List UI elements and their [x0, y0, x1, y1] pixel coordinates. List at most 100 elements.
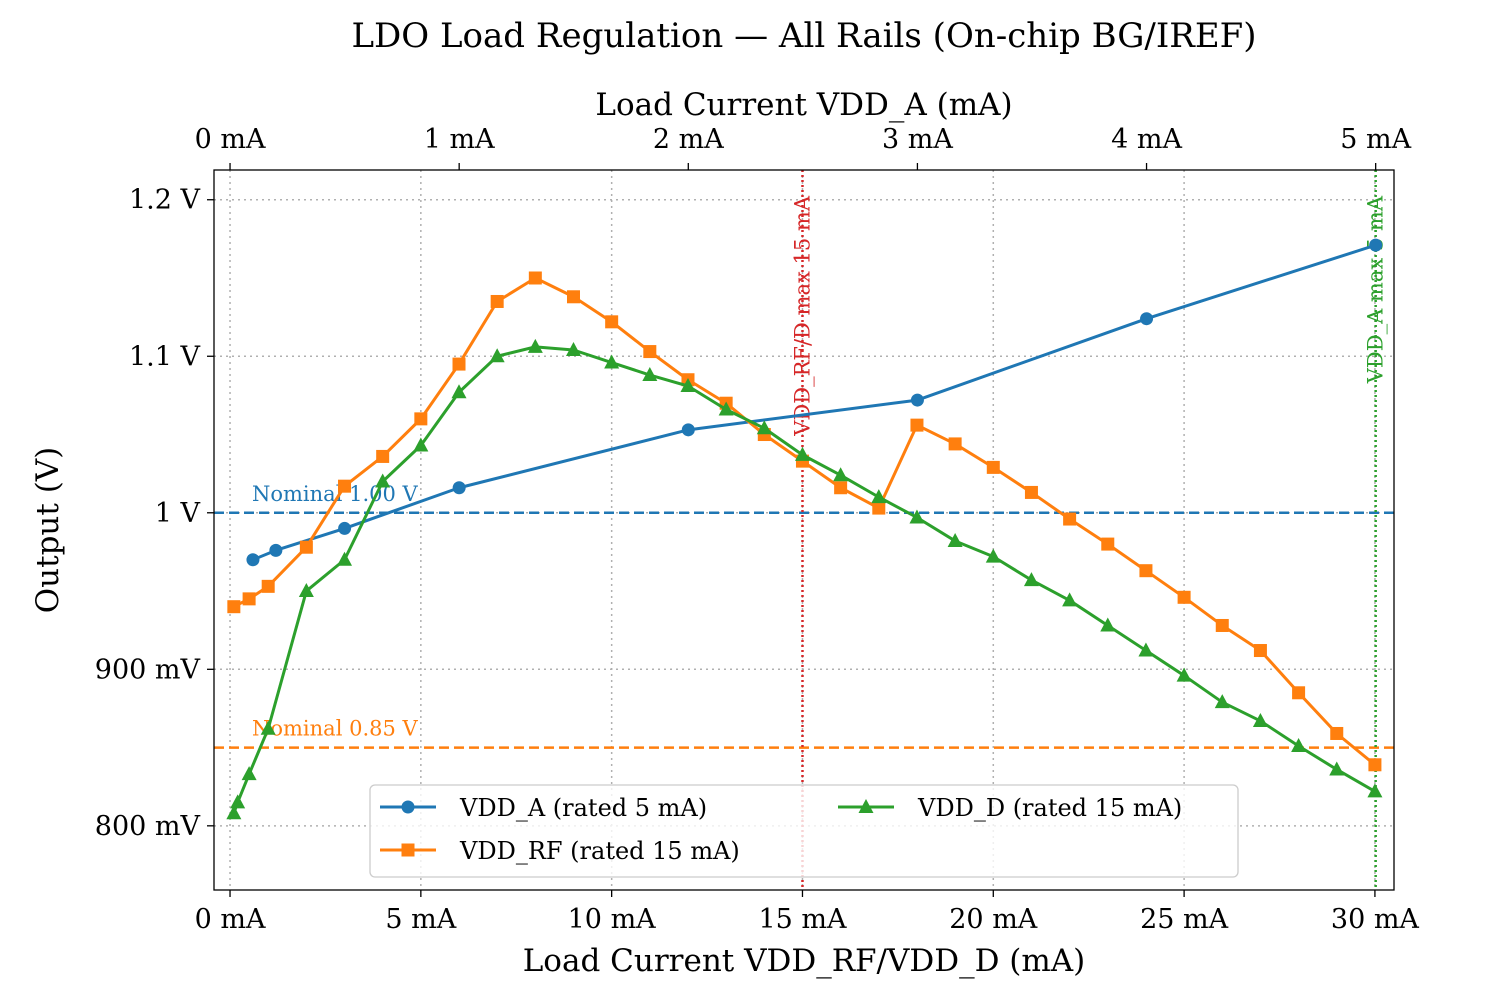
- x-tick-label: 15 mA: [758, 904, 847, 935]
- data-point: [489, 348, 505, 363]
- data-point: [1292, 686, 1306, 700]
- data-point: [986, 460, 1000, 474]
- y-tick-label: 1.1 V: [129, 341, 201, 372]
- x-top-tick-label: 1 mA: [424, 124, 495, 155]
- data-point: [414, 412, 428, 426]
- data-point: [1062, 592, 1078, 607]
- data-point: [948, 437, 962, 451]
- x-tick-label: 10 mA: [568, 904, 657, 935]
- data-point: [1024, 485, 1038, 499]
- data-point: [1329, 761, 1345, 776]
- data-point: [947, 532, 963, 547]
- data-point: [1252, 712, 1268, 727]
- data-point: [1140, 312, 1154, 326]
- series-vdd-a: [246, 238, 1383, 567]
- x-top-tick-label: 3 mA: [882, 124, 953, 155]
- limit-line-label: VDD_RF/D max 15 mA: [790, 195, 814, 437]
- y-tick-label: 1 V: [155, 498, 201, 529]
- data-point: [871, 489, 887, 504]
- data-point: [718, 401, 734, 416]
- data-point: [451, 384, 467, 399]
- data-point: [1368, 758, 1382, 772]
- data-point: [985, 548, 1001, 563]
- data-point: [566, 290, 580, 304]
- plot-frame: [213, 169, 1395, 891]
- data-point: [1367, 783, 1383, 798]
- data-point: [1176, 667, 1192, 682]
- data-point: [401, 843, 415, 857]
- y-tick-label: 900 mV: [95, 654, 201, 685]
- data-point: [604, 354, 620, 369]
- x-tick-label: 0 mA: [195, 904, 266, 935]
- data-point: [681, 423, 695, 437]
- data-point: [261, 579, 275, 593]
- data-point: [642, 367, 658, 382]
- legend-box: [369, 784, 1239, 878]
- data-point: [1369, 238, 1383, 252]
- data-point: [1138, 642, 1154, 657]
- data-point: [299, 540, 313, 554]
- legend-label: VDD_A (rated 5 mA): [459, 794, 707, 822]
- legend-label: VDD_D (rated 15 mA): [917, 794, 1182, 822]
- data-point: [1291, 738, 1307, 752]
- x-tick-label: 20 mA: [949, 904, 1038, 935]
- data-point: [452, 357, 466, 371]
- data-point: [1214, 694, 1230, 709]
- y-tick-label: 1.2 V: [129, 185, 201, 216]
- data-point: [910, 418, 924, 432]
- chart-title: LDO Load Regulation — All Rails (On-chip…: [351, 16, 1256, 56]
- data-point: [298, 583, 314, 598]
- data-point: [338, 521, 352, 535]
- x-tick-label: 25 mA: [1140, 904, 1229, 935]
- x-top-tick-label: 4 mA: [1111, 124, 1182, 155]
- series-layer: [226, 238, 1383, 820]
- data-point: [1063, 512, 1077, 526]
- data-point: [858, 799, 874, 813]
- data-point: [1101, 537, 1115, 551]
- data-point: [269, 543, 283, 557]
- data-point: [226, 805, 242, 820]
- data-point: [680, 378, 696, 392]
- data-point: [565, 342, 581, 356]
- data-point: [401, 800, 415, 814]
- data-point: [756, 420, 772, 435]
- data-point: [1023, 572, 1039, 587]
- data-point: [1330, 726, 1344, 740]
- data-point: [260, 720, 276, 735]
- data-point: [528, 271, 542, 285]
- data-point: [375, 473, 391, 488]
- data-point: [490, 294, 504, 308]
- data-point: [1177, 590, 1191, 604]
- data-point: [605, 315, 619, 329]
- nominal-line-label: Nominal 0.85 V: [252, 717, 419, 741]
- data-point: [413, 437, 429, 452]
- data-point: [1100, 617, 1116, 632]
- data-point: [376, 449, 390, 463]
- data-point: [338, 479, 352, 493]
- data-point: [833, 467, 849, 482]
- legend-label: VDD_RF (rated 15 mA): [459, 837, 740, 865]
- data-point: [643, 345, 657, 359]
- data-point: [230, 794, 246, 809]
- x-top-tick-label: 2 mA: [653, 124, 724, 155]
- data-point: [910, 393, 924, 407]
- x-top-tick-label: 5 mA: [1340, 124, 1411, 155]
- x-top-tick-label: 0 mA: [195, 124, 266, 155]
- x-axis-label: Load Current VDD_RF/VDD_D (mA): [523, 943, 1086, 979]
- data-point: [227, 600, 241, 614]
- data-point: [909, 509, 925, 524]
- series-vdd-d: [226, 338, 1383, 820]
- data-point: [242, 592, 256, 606]
- data-point: [834, 481, 848, 495]
- legend: VDD_A (rated 5 mA) VDD_RF (rated 15 mA) VD…: [369, 784, 1239, 878]
- series-vdd-rf: [227, 271, 1382, 772]
- data-point: [1253, 644, 1267, 658]
- y-tick-label: 800 mV: [95, 811, 201, 842]
- data-point: [1139, 564, 1153, 578]
- x-tick-label: 5 mA: [385, 904, 456, 935]
- x-tick-label: 30 mA: [1331, 904, 1420, 935]
- x-axis-top-label: Load Current VDD_A (mA): [595, 87, 1012, 123]
- data-point: [527, 338, 543, 353]
- data-point: [246, 553, 260, 567]
